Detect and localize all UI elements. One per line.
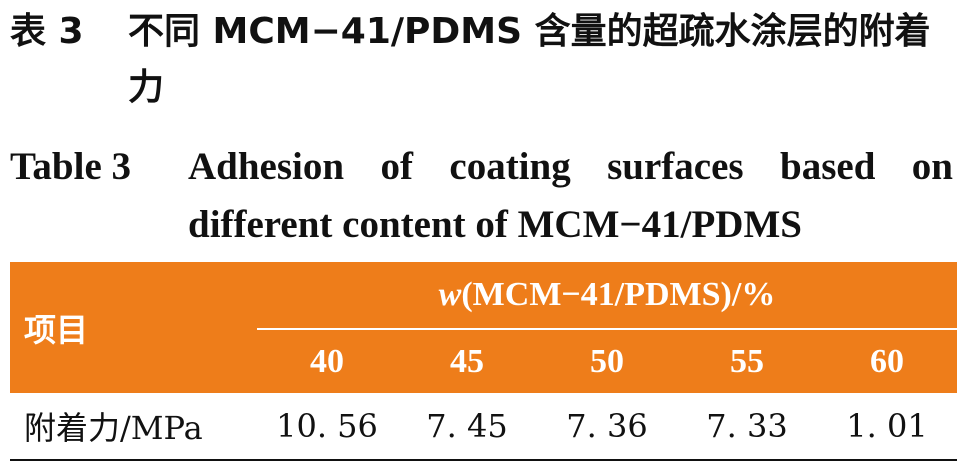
column-header: 60 — [817, 329, 958, 393]
mass-fraction-symbol: w — [438, 276, 462, 313]
table-row: 附着力/MPa 10. 56 7. 45 7. 36 7. 33 1. 01 — [10, 393, 958, 461]
table-cell: 7. 33 — [677, 393, 817, 461]
table-caption-cn: 表 3 不同 MCM−41/PDMS 含量的超疏水涂层的附着力 — [10, 4, 960, 116]
table-cell: 7. 45 — [397, 393, 537, 461]
table-title-en: Adhesion of coating surfaces based on di… — [188, 145, 953, 246]
row-label: 附着力/MPa — [10, 393, 257, 461]
table-cell: 1. 01 — [817, 393, 958, 461]
table-number-en: Table 3 — [10, 145, 132, 188]
table-caption-en: Table 3 Adhesion of coating surfaces base… — [10, 138, 955, 254]
column-header: 50 — [537, 329, 677, 393]
item-column-header: 项目 — [10, 262, 257, 393]
column-header: 40 — [257, 329, 397, 393]
column-header: 45 — [397, 329, 537, 393]
table-number-cn: 表 3 — [10, 11, 84, 52]
table-cell: 7. 36 — [537, 393, 677, 461]
content-group-header-label: (MCM−41/PDMS)/% — [461, 276, 776, 313]
content-group-header: w(MCM−41/PDMS)/% — [257, 262, 958, 330]
adhesion-table: 项目 w(MCM−41/PDMS)/% 40 45 50 55 60 附着力/M… — [10, 262, 958, 461]
table-cell: 10. 56 — [257, 393, 397, 461]
table-title-cn: 不同 MCM−41/PDMS 含量的超疏水涂层的附着力 — [128, 11, 931, 108]
column-header: 55 — [677, 329, 817, 393]
